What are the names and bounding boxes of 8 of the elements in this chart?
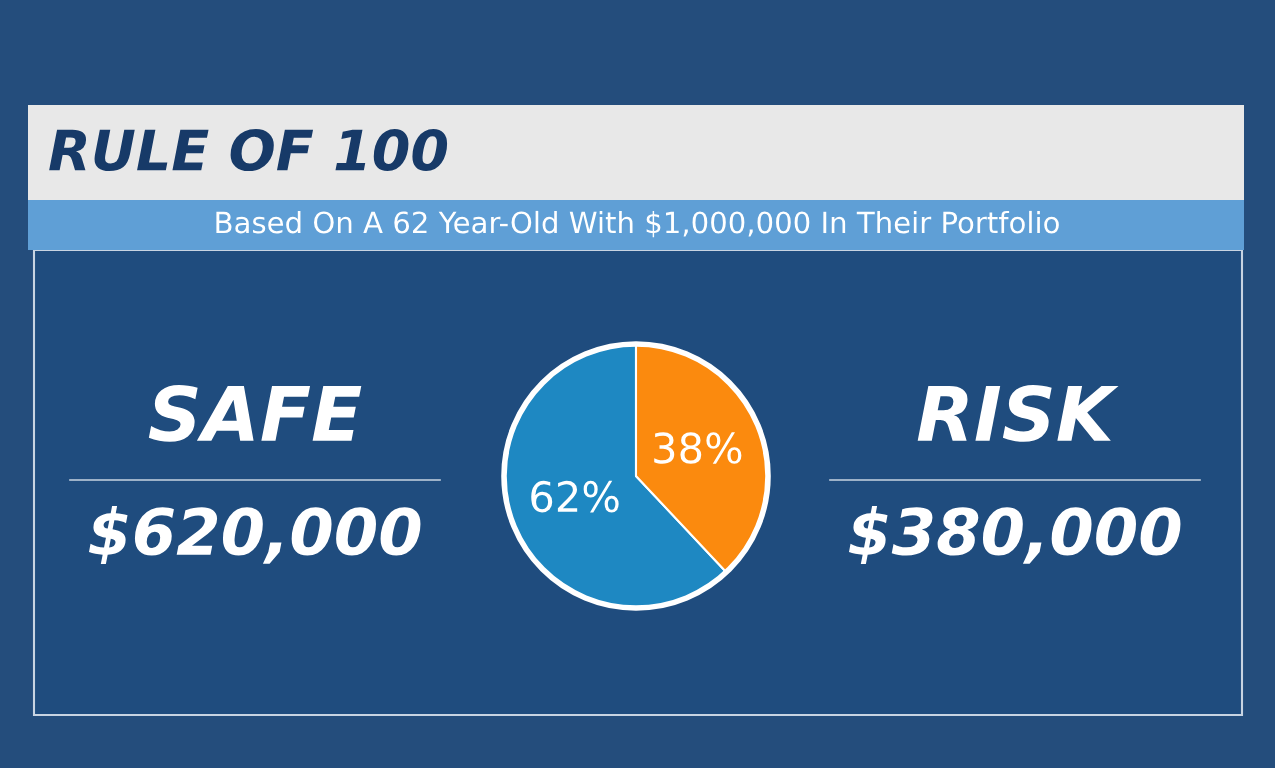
chart-title: RULE OF 100 <box>49 129 448 172</box>
text: $620,000 <box>89 506 421 565</box>
text: $380,000 <box>849 506 1181 565</box>
data-label: 38% <box>654 432 742 464</box>
slice-label: SAFE <box>148 385 362 442</box>
chart-subtitle: Based On A 62 Year-Old With $1,000,000 In Their Portfolio <box>216 210 1059 238</box>
slice-label: RISK <box>917 385 1119 442</box>
data-label: 62% <box>531 480 619 513</box>
